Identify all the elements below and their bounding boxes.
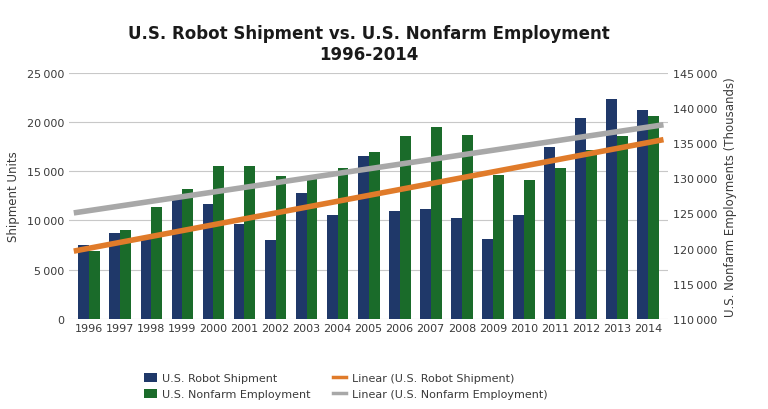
Bar (524, 181, 535, 319)
Bar (617, 137, 627, 319)
Bar (358, 157, 369, 319)
Bar (141, 238, 151, 319)
Legend: U.S. Robot Shipment, U.S. Nonfarm Employment, Linear (U.S. Robot Shipment), Line: U.S. Robot Shipment, U.S. Nonfarm Employ… (139, 368, 552, 403)
Y-axis label: Shipment Units: Shipment Units (7, 151, 20, 242)
Bar (326, 216, 338, 319)
Bar (420, 209, 431, 319)
Bar (276, 177, 286, 319)
Y-axis label: U.S. Nonfarm Employments (Thousands): U.S. Nonfarm Employments (Thousands) (724, 77, 737, 316)
Bar (544, 147, 554, 319)
Bar (183, 190, 194, 319)
Bar (586, 151, 597, 319)
Bar (606, 100, 617, 319)
Bar (78, 245, 89, 319)
Bar (451, 219, 462, 319)
Bar (389, 211, 399, 319)
Bar (482, 240, 493, 319)
Bar (338, 169, 349, 319)
Bar (648, 117, 659, 319)
Title: U.S. Robot Shipment vs. U.S. Nonfarm Employment
1996-2014: U.S. Robot Shipment vs. U.S. Nonfarm Emp… (127, 25, 610, 64)
Bar (244, 166, 255, 319)
Bar (513, 216, 524, 319)
Bar (171, 198, 183, 319)
Bar (575, 119, 586, 319)
Bar (296, 193, 306, 319)
Bar (462, 136, 472, 319)
Bar (554, 169, 566, 319)
Bar (493, 175, 504, 319)
Bar (233, 225, 244, 319)
Bar (431, 128, 442, 319)
Bar (89, 252, 100, 319)
Bar (306, 179, 317, 319)
Bar (121, 230, 131, 319)
Bar (110, 234, 121, 319)
Bar (637, 111, 648, 319)
Bar (369, 153, 379, 319)
Bar (203, 204, 214, 319)
Bar (151, 207, 162, 319)
Bar (265, 240, 276, 319)
Bar (399, 137, 411, 319)
Bar (214, 167, 224, 319)
